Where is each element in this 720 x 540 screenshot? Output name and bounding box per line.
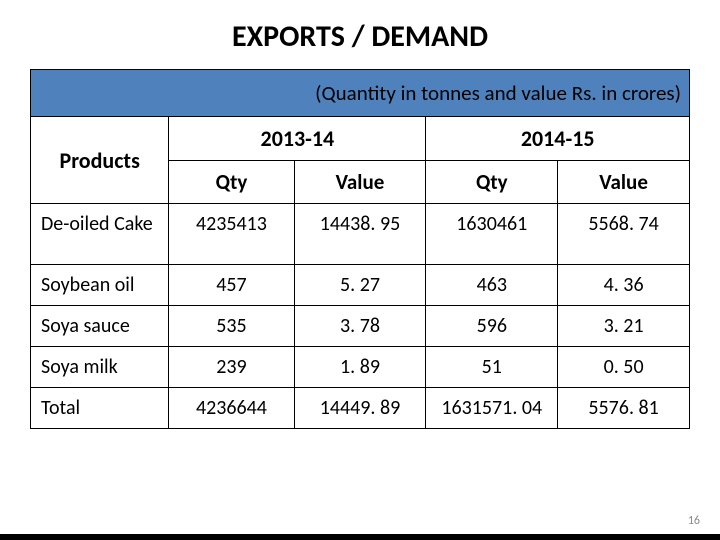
exports-table: Products 2013-14 2014-15 Qty Value Qty V… xyxy=(30,116,690,429)
table-row: Soya milk 239 1. 89 51 0. 50 xyxy=(31,347,690,388)
cell: 4235413 xyxy=(169,204,294,265)
cell: 1630461 xyxy=(426,204,558,265)
cell: 14449. 89 xyxy=(294,388,426,429)
slide: EXPORTS / DEMAND (Quantity in tonnes and… xyxy=(0,0,720,540)
header-qty-1: Qty xyxy=(169,161,294,204)
cell: 14438. 95 xyxy=(294,204,426,265)
slide-title: EXPORTS / DEMAND xyxy=(30,18,690,55)
cell: 4236644 xyxy=(169,388,294,429)
cell: 239 xyxy=(169,347,294,388)
row-label: Soya sauce xyxy=(31,306,169,347)
page-number: 16 xyxy=(688,514,700,528)
row-label: De-oiled Cake xyxy=(31,204,169,265)
cell: 0. 50 xyxy=(558,347,690,388)
header-products: Products xyxy=(31,117,169,204)
table-row: Total 4236644 14449. 89 1631571. 04 5576… xyxy=(31,388,690,429)
cell: 51 xyxy=(426,347,558,388)
table-row: Soybean oil 457 5. 27 463 4. 36 xyxy=(31,265,690,306)
row-label: Soya milk xyxy=(31,347,169,388)
cell: 5568. 74 xyxy=(558,204,690,265)
row-label: Soybean oil xyxy=(31,265,169,306)
cell: 1631571. 04 xyxy=(426,388,558,429)
header-value-1: Value xyxy=(294,161,426,204)
cell: 5576. 81 xyxy=(558,388,690,429)
cell: 457 xyxy=(169,265,294,306)
header-qty-2: Qty xyxy=(426,161,558,204)
row-label: Total xyxy=(31,388,169,429)
cell: 4. 36 xyxy=(558,265,690,306)
table-header-row-1: Products 2013-14 2014-15 xyxy=(31,117,690,161)
cell: 1. 89 xyxy=(294,347,426,388)
header-value-2: Value xyxy=(558,161,690,204)
cell: 463 xyxy=(426,265,558,306)
cell: 5. 27 xyxy=(294,265,426,306)
header-year-1: 2013-14 xyxy=(169,117,426,161)
cell: 596 xyxy=(426,306,558,347)
table-row: De-oiled Cake 4235413 14438. 95 1630461 … xyxy=(31,204,690,265)
header-year-2: 2014-15 xyxy=(426,117,690,161)
table-row: Soya sauce 535 3. 78 596 3. 21 xyxy=(31,306,690,347)
bottom-bar xyxy=(0,534,720,540)
cell: 3. 21 xyxy=(558,306,690,347)
subtitle-bar: (Quantity in tonnes and value Rs. in cro… xyxy=(30,69,690,116)
cell: 535 xyxy=(169,306,294,347)
cell: 3. 78 xyxy=(294,306,426,347)
